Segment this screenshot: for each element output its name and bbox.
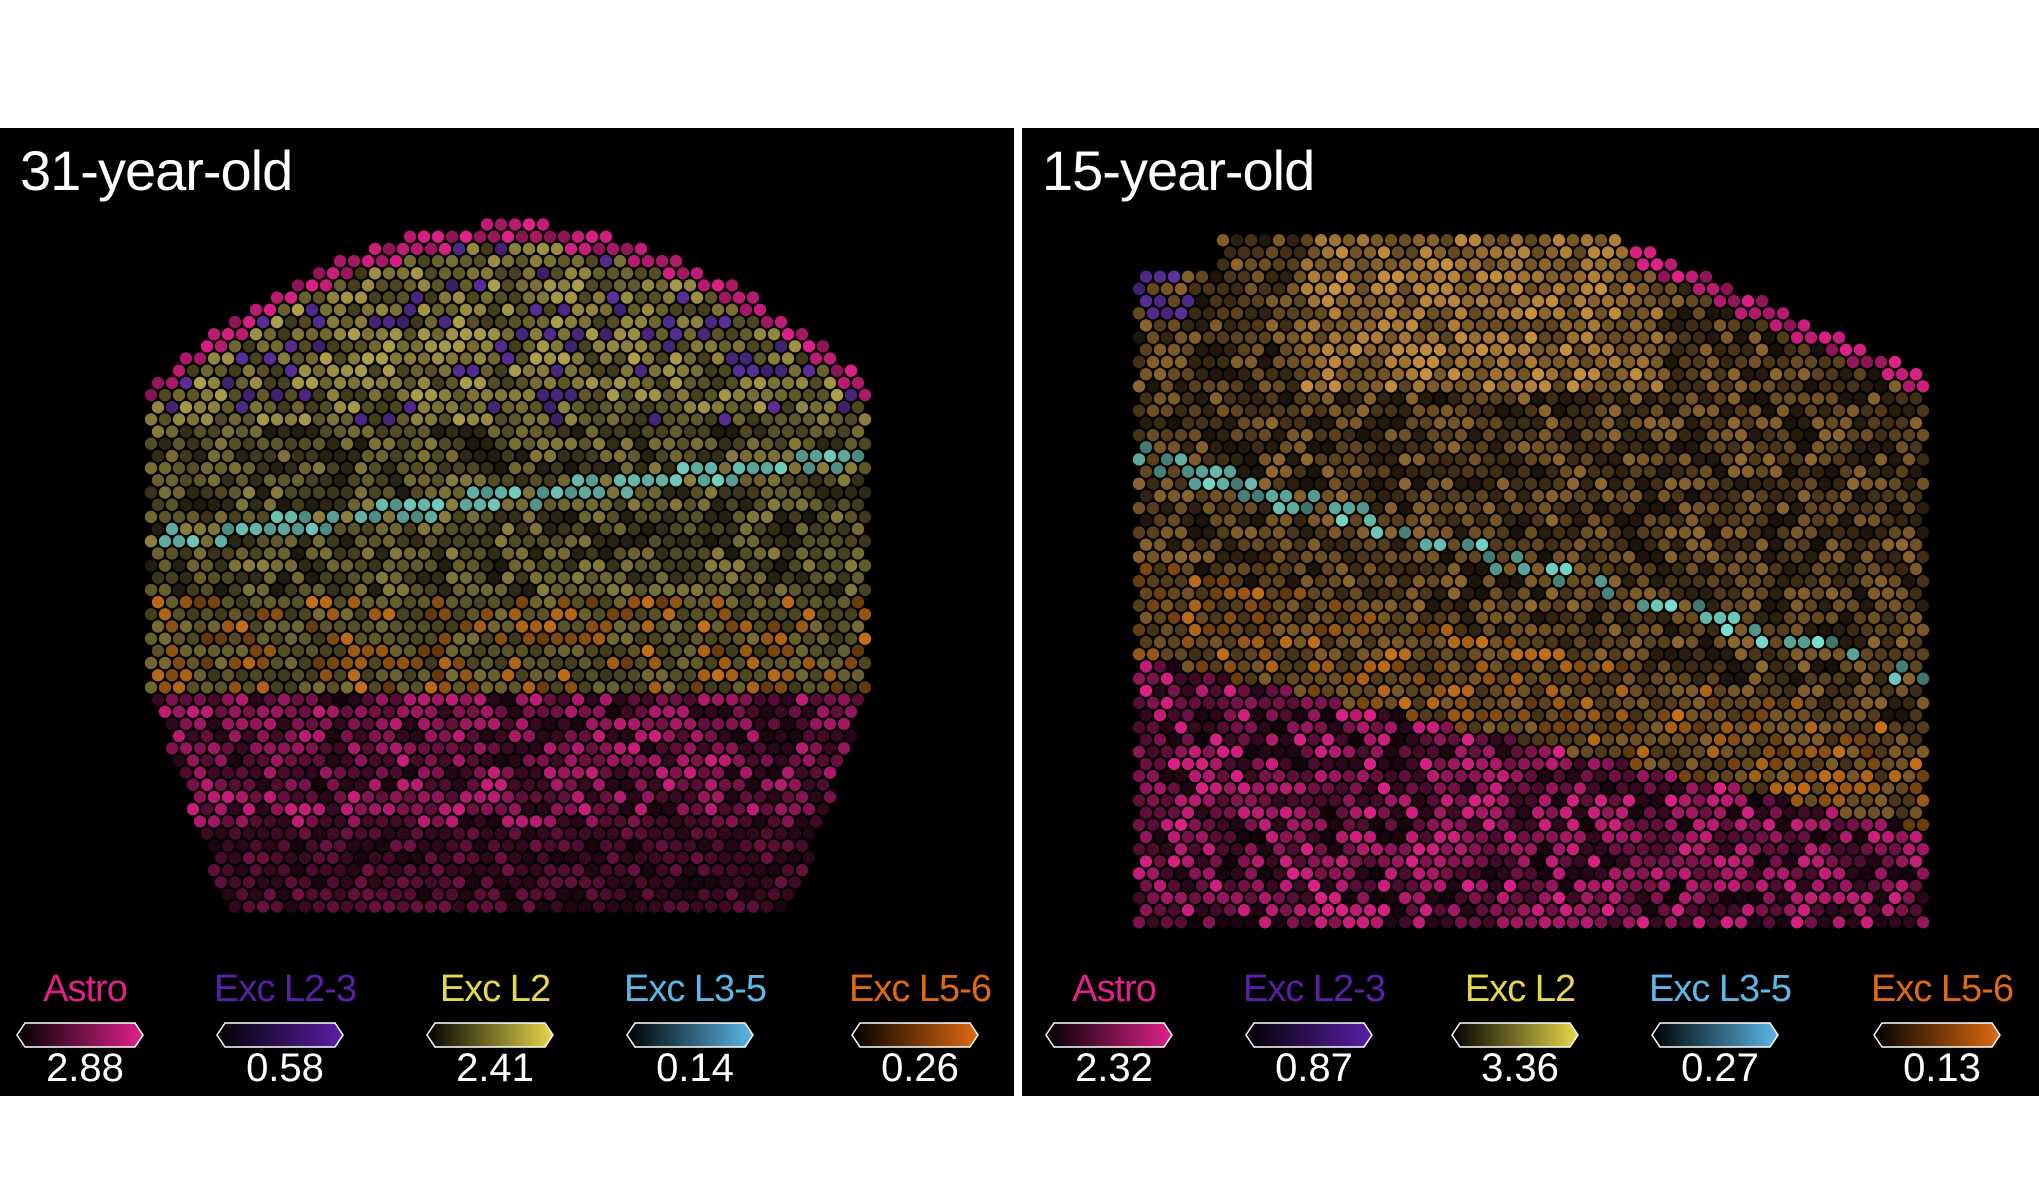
colorbar [1873, 1022, 2001, 1048]
colorbar [16, 1022, 144, 1048]
legend-item-exc-l2: Exc L2 3.36 [1420, 968, 1620, 1096]
legend-item-exc-l5-6: Exc L5-6 0.26 [820, 968, 1014, 1096]
legend-item-astro: Astro 2.88 [0, 968, 185, 1096]
colorbar [1045, 1022, 1173, 1048]
legend-value: 0.27 [1681, 1046, 1759, 1090]
legend-label: Exc L5-6 [849, 968, 992, 1010]
legend-value: 2.88 [46, 1046, 124, 1090]
colorbar [626, 1022, 754, 1048]
legend-label: Astro [1072, 968, 1157, 1010]
colorbar [1245, 1022, 1373, 1048]
legend-value: 0.14 [656, 1046, 734, 1090]
legend-item-exc-l2-3: Exc L2-3 0.87 [1214, 968, 1414, 1096]
panel-title: 15-year-old [1042, 139, 1315, 202]
spatial-spot-map [144, 218, 872, 913]
legend-label: Exc L2 [1464, 968, 1576, 1010]
color-legend: Astro 2.88 Exc L2-3 0.58 Exc L2 2.41 Exc… [0, 968, 1014, 1096]
panel-31-year-old: 31-year-old Astro 2.88 Exc L2-3 0.58 Exc… [0, 128, 1014, 1096]
legend-label: Exc L5-6 [1871, 968, 2014, 1010]
legend-item-exc-l2-3: Exc L2-3 0.58 [185, 968, 385, 1096]
legend-label: Astro [43, 968, 128, 1010]
legend-label: Exc L2 [439, 968, 551, 1010]
colorbar [851, 1022, 979, 1048]
colorbar [1651, 1022, 1779, 1048]
legend-item-exc-l3-5: Exc L3-5 0.27 [1620, 968, 1820, 1096]
legend-item-exc-l5-6: Exc L5-6 0.13 [1842, 968, 2039, 1096]
legend-value: 0.87 [1275, 1046, 1353, 1090]
legend-label: Exc L2-3 [214, 968, 357, 1010]
legend-item-astro: Astro 2.32 [1022, 968, 1214, 1096]
colorbar [1451, 1022, 1579, 1048]
legend-label: Exc L3-5 [1649, 968, 1792, 1010]
legend-label: Exc L3-5 [624, 968, 767, 1010]
color-legend: Astro 2.32 Exc L2-3 0.87 Exc L2 3.36 Exc… [1022, 968, 2039, 1096]
legend-value: 0.58 [246, 1046, 324, 1090]
legend-value: 2.41 [456, 1046, 534, 1090]
legend-item-exc-l2: Exc L2 2.41 [395, 968, 595, 1096]
colorbar [426, 1022, 554, 1048]
spot-grid [144, 218, 872, 913]
legend-item-exc-l3-5: Exc L3-5 0.14 [595, 968, 795, 1096]
spot-grid [1132, 234, 1930, 929]
legend-value: 0.26 [881, 1046, 959, 1090]
panel-title: 31-year-old [20, 139, 293, 202]
legend-label: Exc L2-3 [1243, 968, 1386, 1010]
legend-value: 3.36 [1481, 1046, 1559, 1090]
legend-value: 2.32 [1075, 1046, 1153, 1090]
panel-15-year-old: 15-year-old Astro 2.32 Exc L2-3 0.87 Exc… [1022, 128, 2039, 1096]
spatial-spot-map [1132, 234, 1930, 929]
colorbar [216, 1022, 344, 1048]
legend-value: 0.13 [1903, 1046, 1981, 1090]
